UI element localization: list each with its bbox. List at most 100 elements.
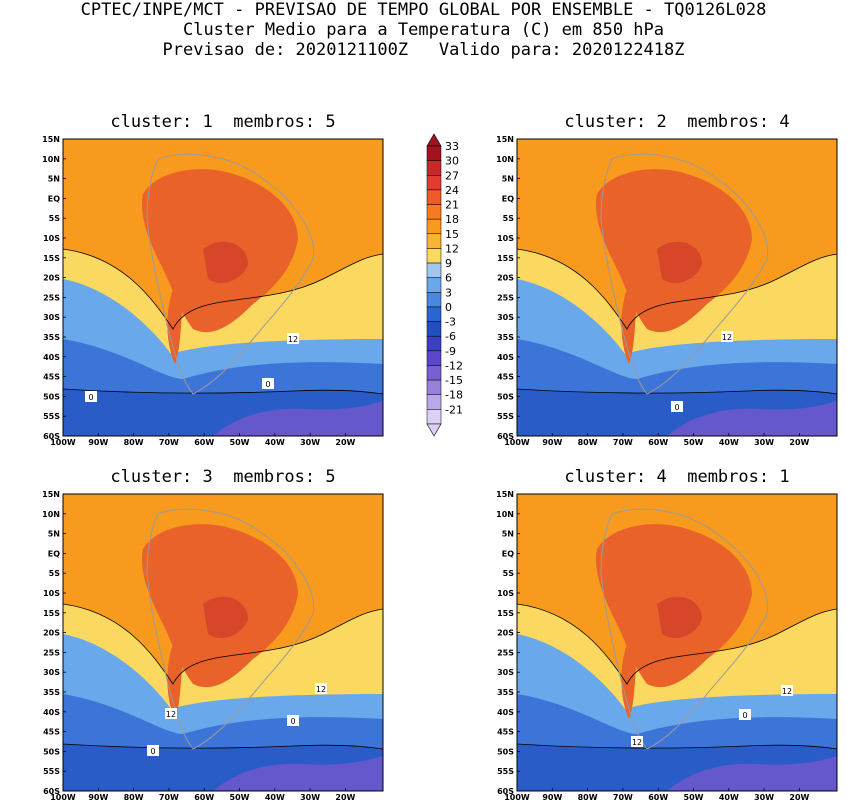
contour-label: 12 xyxy=(722,333,732,342)
lat-tick-label: 35S xyxy=(497,333,514,342)
lat-tick-label: 50S xyxy=(497,747,514,756)
contour-label: 12 xyxy=(316,685,326,694)
lon-tick-label: 40W xyxy=(265,438,285,447)
lat-tick-label: 55S xyxy=(497,767,514,776)
lat-tick-label: 30S xyxy=(43,668,60,677)
colorbar-swatch xyxy=(426,233,442,249)
contour-label: 0 xyxy=(150,747,155,756)
lon-tick-label: 70W xyxy=(159,438,179,447)
contour-label-box xyxy=(85,391,97,402)
lon-tick-label: 50W xyxy=(230,793,250,802)
map-panel-4: 12 12 0 15N 10N 5N EQ 5S 10S 15S 20S 25S 30S 35S 40S 45… xyxy=(496,490,838,802)
colorbar-label: -12 xyxy=(445,359,463,372)
lat-tick-label: 5S xyxy=(49,569,61,578)
lon-tick-label: 90W xyxy=(542,793,562,802)
lon-tick-label: 90W xyxy=(88,438,108,447)
colorbar-top-arrow xyxy=(426,133,442,147)
lat-tick-label: 15S xyxy=(43,609,60,618)
lat-tick-label: 5N xyxy=(48,530,60,539)
lon-tick-label: 100W xyxy=(50,438,76,447)
contour-0 xyxy=(517,388,837,395)
lon-tick-label: 40W xyxy=(719,793,739,802)
lat-tick-label: 45S xyxy=(43,373,60,382)
lat-tick-label: 10S xyxy=(497,589,514,598)
lon-tick-label: 20W xyxy=(335,438,355,447)
lat-tick-label: 35S xyxy=(43,688,60,697)
colorbar-swatch xyxy=(426,262,442,278)
lon-tick-label: 100W xyxy=(504,793,530,802)
lat-tick-label: 30S xyxy=(497,313,514,322)
lat-tick-label: 45S xyxy=(43,728,60,737)
colorbar-swatch xyxy=(426,350,442,366)
contour-0 xyxy=(517,743,837,750)
lat-tick-label: 20S xyxy=(497,274,514,283)
coastline xyxy=(146,508,315,750)
contour-label-box xyxy=(631,736,643,747)
coastline xyxy=(146,153,315,395)
lon-tick-label: 70W xyxy=(613,793,633,802)
colorbar-label: -9 xyxy=(445,345,456,358)
lat-tick-label: 25S xyxy=(43,648,60,657)
lat-tick-label: 15N xyxy=(42,135,60,144)
lon-tick-label: 40W xyxy=(719,438,739,447)
lat-tick-label: 5N xyxy=(502,175,514,184)
lat-tick-label: 40S xyxy=(43,353,60,362)
contour-label-box xyxy=(739,709,751,720)
lat-tick-label: EQ xyxy=(502,194,514,203)
contour-12 xyxy=(517,603,837,685)
lat-tick-label: 30S xyxy=(43,313,60,322)
contour-label: 0 xyxy=(265,380,270,389)
colorbar-label: 21 xyxy=(445,199,459,212)
panel-frame xyxy=(516,493,838,792)
colorbar-label: 18 xyxy=(445,213,459,226)
panel-2-title: cluster: 2 membros: 4 xyxy=(564,112,790,132)
lon-tick-label: 80W xyxy=(124,793,144,802)
colorbar-label: 15 xyxy=(445,228,459,241)
lat-tick-label: 10S xyxy=(43,234,60,243)
lat-tick-label: 50S xyxy=(43,392,60,401)
panel-frame xyxy=(62,493,384,792)
lon-tick-label: 50W xyxy=(684,793,704,802)
lat-tick-label: EQ xyxy=(48,549,60,558)
colorbar-label: 3 xyxy=(445,286,452,299)
contour-label: 12 xyxy=(166,710,176,719)
lon-tick-label: 80W xyxy=(578,793,598,802)
lon-tick-label: 30W xyxy=(754,793,774,802)
lat-tick-label: 30S xyxy=(497,668,514,677)
colorbar-label: -3 xyxy=(445,316,456,329)
lon-tick-label: 90W xyxy=(542,438,562,447)
contour-label-box xyxy=(315,683,327,694)
colorbar-swatch xyxy=(426,335,442,352)
map-panel-1: 12 0 0 15N 10N 5N EQ 5S 10S 15S 20S 25S 30S 35S 40S 45S… xyxy=(42,135,384,447)
colorbar-swatch xyxy=(426,175,442,191)
contour-label: 12 xyxy=(782,687,792,696)
lat-tick-label: 10N xyxy=(496,510,514,519)
colorbar-label: 6 xyxy=(445,272,452,285)
colorbar-bottom-arrow xyxy=(426,423,442,437)
lat-tick-label: 15N xyxy=(496,135,514,144)
lat-tick-label: 40S xyxy=(43,708,60,717)
contour-label-box xyxy=(721,331,733,342)
lat-tick-label: 15S xyxy=(43,254,60,263)
colorbar-label: 30 xyxy=(445,155,459,168)
lon-tick-label: 90W xyxy=(88,793,108,802)
contour-0 xyxy=(63,388,383,395)
lat-tick-label: 60S xyxy=(497,787,514,796)
lon-tick-label: 40W xyxy=(265,793,285,802)
lon-tick-label: 60W xyxy=(194,793,214,802)
lat-tick-label: EQ xyxy=(502,549,514,558)
lat-tick-label: 55S xyxy=(497,412,514,421)
colorbar-label: -6 xyxy=(445,330,456,343)
lat-tick-label: 25S xyxy=(497,293,514,302)
temperature-field xyxy=(517,494,837,791)
colorbar-swatch xyxy=(426,218,442,235)
map-panel-2: 12 0 15N 10N 5N EQ 5S 10S 15S 20S 25S 30S 35S 40S 45S 5… xyxy=(496,135,838,447)
contour-12 xyxy=(517,248,837,330)
lat-tick-label: 35S xyxy=(497,688,514,697)
coastline xyxy=(600,153,769,395)
forecast-dates: Previsao de: 2020121100Z Valido para: 20… xyxy=(162,40,685,60)
lat-tick-label: 60S xyxy=(43,432,60,441)
lon-tick-label: 20W xyxy=(789,793,809,802)
colorbar-swatch xyxy=(426,292,442,308)
panel-1-title: cluster: 1 membros: 5 xyxy=(110,112,336,132)
